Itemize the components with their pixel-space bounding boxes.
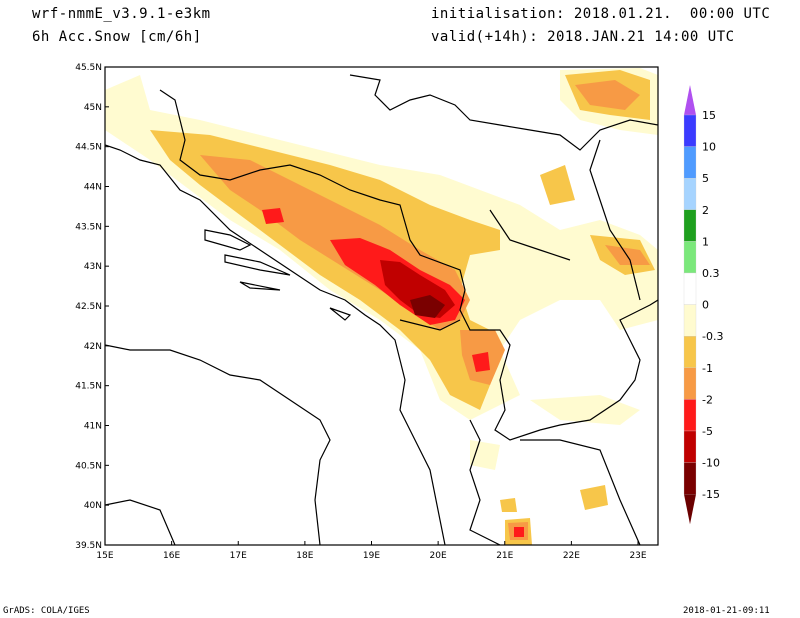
- colorbar-bottom-arrow: [684, 494, 696, 525]
- footer-left: GrADS: COLA/IGES: [3, 606, 90, 616]
- colorbar-top-arrow: [684, 85, 696, 115]
- lat-label: 45N: [84, 103, 102, 113]
- lat-label: 44N: [84, 183, 102, 193]
- lon-axis: 15E 16E 17E 18E 19E 20E 21E 22E 23E: [96, 541, 647, 561]
- colorbar-segment: [683, 430, 697, 463]
- colorbar-label: -2: [702, 393, 713, 406]
- lon-label: 17E: [230, 551, 247, 561]
- lat-label: 43.5N: [75, 222, 102, 232]
- colorbar-segment: [683, 146, 697, 179]
- colorbar-segment: [683, 114, 697, 147]
- lat-label: 40N: [84, 501, 102, 511]
- lat-label: 39.5N: [75, 541, 102, 551]
- coastlines-borders: [105, 74, 658, 545]
- colorbar-label: 2: [702, 204, 709, 217]
- colorbar-segment: [683, 209, 697, 242]
- snow-field: [105, 68, 658, 545]
- field-label: 6h Acc.Snow [cm/6h]: [32, 29, 202, 45]
- colorbar-label: -15: [702, 488, 720, 501]
- colorbar-label: -10: [702, 457, 720, 470]
- lat-label: 41N: [84, 422, 102, 432]
- colorbar-segment: [683, 462, 697, 495]
- lon-label: 19E: [363, 551, 380, 561]
- colorbar-segment: [683, 178, 697, 210]
- init-time: initialisation: 2018.01.21. 00:00 UTC: [431, 6, 771, 22]
- lat-axis: 45.5N 45N 44.5N 44N 43.5N 43N 42.5N 42N 41.5N 41N…: [75, 63, 109, 551]
- lat-label: 40.5N: [75, 461, 102, 471]
- lon-label: 16E: [163, 551, 180, 561]
- colorbar-segment: [683, 241, 697, 274]
- colorbar: 15 10 5 2 1 0.3 0 -0.3 -1 -2 -5 -10 -15: [683, 85, 723, 525]
- lon-label: 18E: [296, 551, 313, 561]
- colorbar-label: 5: [702, 172, 709, 185]
- lat-label: 42N: [84, 342, 102, 352]
- colorbar-label: -0.3: [702, 330, 723, 343]
- colorbar-segment: [683, 336, 697, 368]
- colorbar-label: 15: [702, 109, 716, 122]
- lon-label: 15E: [96, 551, 113, 561]
- colorbar-segment: [683, 272, 697, 305]
- lon-label: 20E: [430, 551, 447, 561]
- lat-label: 45.5N: [75, 63, 102, 73]
- footer-right: 2018-01-21-09:11: [683, 606, 770, 616]
- colorbar-label: 0.3: [702, 267, 720, 280]
- lon-label: 23E: [629, 551, 646, 561]
- colorbar-label: 0: [702, 299, 709, 312]
- lat-label: 41.5N: [75, 382, 102, 392]
- colorbar-label: -5: [702, 425, 713, 438]
- colorbar-label: 10: [702, 141, 716, 154]
- valid-time: valid(+14h): 2018.JAN.21 14:00 UTC: [431, 29, 735, 45]
- colorbar-label: 1: [702, 235, 709, 248]
- colorbar-segment: [683, 399, 697, 432]
- model-label: wrf-nmmE_v3.9.1-e3km: [32, 6, 211, 22]
- lat-label: 42.5N: [75, 302, 102, 312]
- colorbar-segment: [683, 367, 697, 400]
- lat-label: 44.5N: [75, 143, 102, 153]
- colorbar-label: -1: [702, 362, 713, 375]
- lat-label: 43N: [84, 262, 102, 272]
- colorbar-segment: [683, 304, 697, 337]
- lon-label: 21E: [496, 551, 513, 561]
- lon-label: 22E: [563, 551, 580, 561]
